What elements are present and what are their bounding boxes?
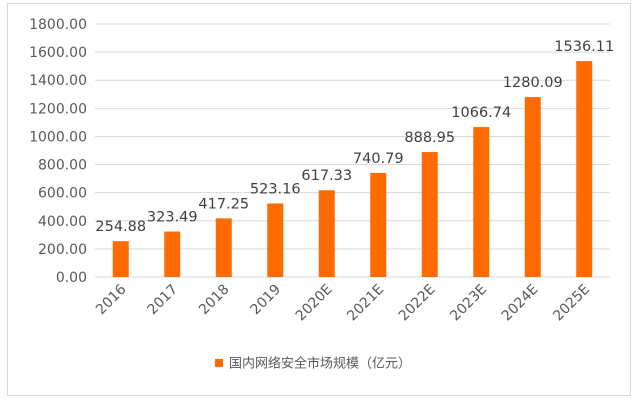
data-label-2017: 323.49: [147, 210, 198, 226]
data-label-2016: 254.88: [95, 219, 146, 235]
data-label-2025E: 1536.11: [554, 39, 614, 55]
x-tick-label: 2017: [145, 282, 182, 319]
bar-2021E: [370, 172, 387, 277]
legend-swatch: [215, 359, 223, 367]
bars: [112, 61, 593, 278]
grid-lines: [95, 23, 610, 278]
x-tick-label: 2016: [93, 281, 130, 318]
bar-2022E: [421, 152, 438, 277]
data-labels: 254.88323.49417.25523.16617.33740.79888.…: [95, 39, 614, 235]
x-tick-label: 2020E: [293, 282, 336, 325]
bar-2017: [164, 231, 181, 277]
data-label-2024E: 1280.09: [503, 75, 563, 91]
x-tick-label: 2019: [248, 282, 285, 319]
x-tick-label: 2018: [196, 282, 233, 319]
bar-2016: [112, 241, 129, 277]
bar-2018: [215, 218, 232, 277]
legend-label: 国内网络安全市场规模（亿元）: [229, 356, 411, 372]
y-tick-label: 1000.00: [29, 129, 87, 145]
data-label-2022E: 888.95: [404, 130, 455, 146]
x-tick-label: 2021E: [344, 282, 387, 325]
data-label-2020E: 617.33: [301, 168, 352, 184]
y-tick-label: 600.00: [38, 186, 87, 202]
y-tick-label: 1800.00: [29, 17, 87, 33]
y-tick-label: 0.00: [56, 270, 87, 286]
data-label-2019: 523.16: [250, 181, 301, 197]
y-tick-label: 400.00: [38, 214, 87, 230]
bar-2023E: [473, 127, 490, 277]
bar-2025E: [576, 61, 593, 278]
y-tick-label: 200.00: [38, 242, 87, 258]
bar-2020E: [318, 190, 335, 277]
y-tick-label: 1600.00: [29, 45, 87, 61]
bar-2024E: [524, 97, 541, 278]
bar-2019: [267, 203, 284, 277]
x-tick-label: 2022E: [396, 282, 439, 325]
y-axis-tick-labels: 0.00 200.00 400.00 600.00 800.00 1000.00 1200.…: [29, 17, 87, 286]
legend: 国内网络安全市场规模（亿元）: [215, 356, 411, 372]
data-label-2021E: 740.79: [353, 151, 404, 167]
y-tick-label: 800.00: [38, 158, 87, 174]
data-label-2023E: 1066.74: [451, 105, 511, 121]
x-axis-tick-labels: 2016 2017 2018 2019 2020E 2021E 2022E 2023E 2024…: [93, 281, 593, 324]
data-label-2018: 417.25: [198, 196, 249, 212]
x-tick-label: 2024E: [499, 282, 542, 325]
x-tick-label: 2023E: [447, 282, 490, 325]
y-tick-label: 1200.00: [29, 101, 87, 117]
x-tick-label: 2025E: [550, 282, 593, 325]
y-tick-label: 1400.00: [29, 73, 87, 89]
